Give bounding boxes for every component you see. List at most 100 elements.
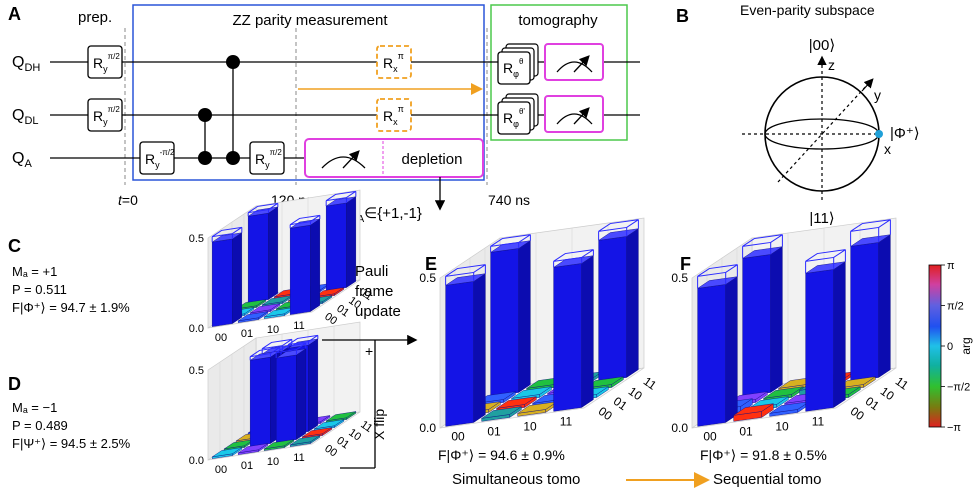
pauli-line2: frame xyxy=(355,283,393,300)
panel-b-label: B xyxy=(676,6,689,26)
phi-plus-point xyxy=(875,130,883,138)
z-tick-label: 0.5 xyxy=(189,233,204,245)
echo-pulse-dl: Rxπ xyxy=(376,98,412,132)
zz-title: ZZ parity measurement xyxy=(232,12,388,29)
x-tick-label: 10 xyxy=(267,456,279,468)
t0-label: t=0 xyxy=(118,192,138,208)
ideal-outline xyxy=(275,342,307,359)
svg-text:Ryπ/2: Ryπ/2 xyxy=(93,105,120,127)
x-label: x xyxy=(884,141,891,157)
ideal-outline xyxy=(598,219,639,241)
x-tick-label: 00 xyxy=(451,430,465,444)
y-axis xyxy=(777,83,869,183)
x-tick-label: 01 xyxy=(487,425,501,439)
y-tick-label: 10 xyxy=(346,295,363,312)
bar xyxy=(211,447,243,459)
echo-pulse-dh: Rxπ xyxy=(376,45,412,79)
bar xyxy=(289,218,321,315)
bar xyxy=(325,196,357,291)
pauli-line1: Pauli xyxy=(355,263,388,280)
bar xyxy=(249,350,281,447)
bar xyxy=(598,228,639,382)
ideal-outline xyxy=(247,202,279,217)
x-tick-label: 10 xyxy=(775,420,789,434)
panel-e-fidelity: F|Φ⁺⟩ = 94.6 ± 0.9% xyxy=(438,447,565,463)
y-tick-label: 01 xyxy=(334,303,351,320)
z-tick-label: 0.0 xyxy=(671,421,688,435)
bar xyxy=(742,246,783,397)
z-tick-label: 0.5 xyxy=(671,271,688,285)
bar xyxy=(481,406,522,422)
bar xyxy=(211,232,243,327)
x-tick-label: 00 xyxy=(703,430,717,444)
ancilla-post-gate: Ryπ/2 xyxy=(249,141,285,175)
panel-f-fidelity: F|Φ⁺⟩ = 91.8 ± 0.5% xyxy=(700,447,827,463)
simultaneous-caption: Simultaneous tomo xyxy=(452,471,580,488)
panel-f-label: F xyxy=(680,254,691,274)
svg-text:Rφθ: Rφθ xyxy=(503,57,524,79)
tomo-rotation-dh: Rφθ xyxy=(497,43,539,85)
cz-gate-dh-a xyxy=(226,55,240,165)
colorbar-tick-label: 0 xyxy=(947,341,953,353)
prep-label: prep. xyxy=(78,9,112,26)
panel-c-text: C Mₐ = +1 P = 0.511 F|Φ⁺⟩ = 94.7 ± 1.9% xyxy=(8,236,130,315)
x-tick-label: 11 xyxy=(293,320,304,332)
z-tick-label: 0.0 xyxy=(189,323,204,335)
prep-gate-dh: Ryπ/2 xyxy=(87,45,123,79)
colorbar-tick-label: π/2 xyxy=(947,301,964,313)
panel-b: B Even-parity subspace |00⟩ z y x |Φ⁺⟩ |… xyxy=(676,2,920,227)
bar xyxy=(850,234,891,382)
ideal-outline xyxy=(697,264,738,289)
panel-e-label: E xyxy=(425,254,437,274)
colorbar-label: arg xyxy=(959,337,973,354)
x-tick-label: 10 xyxy=(523,420,537,434)
panel-c-ma: Mₐ = +1 xyxy=(12,264,57,279)
z-tick-label: 0.5 xyxy=(419,271,436,285)
ideal-outline xyxy=(289,214,321,229)
ancilla-pre-gate: Ry-π/2 xyxy=(139,141,175,175)
panel-d-f: F|Ψ⁺⟩ = 94.5 ± 2.5% xyxy=(12,436,131,451)
meter-icon xyxy=(556,113,593,125)
phi-plus-label: |Φ⁺⟩ xyxy=(890,125,920,142)
prep-gate-dl: Ryπ/2 xyxy=(87,98,123,132)
plus-sign: + xyxy=(365,343,373,359)
x-tick-label: 00 xyxy=(215,332,227,344)
y-tick-label: 00 xyxy=(596,404,615,423)
x-tick-label: 10 xyxy=(267,324,279,336)
zz-measurement-box xyxy=(132,4,485,181)
state-00-label: |00⟩ xyxy=(809,37,835,54)
ideal-outline xyxy=(490,234,531,253)
ideal-outline xyxy=(742,234,783,259)
y-tick-label: 10 xyxy=(346,427,363,444)
bar xyxy=(697,276,738,427)
qubit-dl-label: QDL xyxy=(12,107,39,127)
x-tick-label: 00 xyxy=(215,464,227,476)
tomo-meas-dl xyxy=(544,95,604,133)
panel-c-f: F|Φ⁺⟩ = 94.7 ± 1.9% xyxy=(12,300,130,315)
x-tick-label: 11 xyxy=(812,415,825,429)
bar xyxy=(263,439,295,451)
x-tick-label: 01 xyxy=(241,460,253,472)
ideal-outline xyxy=(553,249,594,268)
y-tick-label: 00 xyxy=(322,443,339,460)
z-tick-label: 0.5 xyxy=(189,365,204,377)
svg-text:Ryπ/2: Ryπ/2 xyxy=(93,52,120,74)
ideal-outline xyxy=(445,264,486,286)
x-tick-label: 11 xyxy=(560,415,573,429)
depletion-label: depletion xyxy=(402,151,463,168)
bar xyxy=(289,435,321,447)
xflip-label: X flip xyxy=(371,409,387,440)
phase-colorbar: π π/2 0 −π/2 −π arg xyxy=(928,260,973,434)
panel-c-p: P = 0.511 xyxy=(12,282,67,297)
panel-d-ma: Mₐ = −1 xyxy=(12,400,57,415)
svg-text:Ryπ/2: Ryπ/2 xyxy=(255,148,282,170)
meter-icon xyxy=(556,61,593,73)
pauli-frame-update: Pauli frame update + X flip xyxy=(322,263,418,469)
svg-text:Rxπ: Rxπ xyxy=(383,104,404,127)
qubit-a-label: QA xyxy=(12,150,32,170)
panel-d-label: D xyxy=(8,374,21,394)
tomo-rotation-dl: Rφθ' xyxy=(497,93,539,135)
